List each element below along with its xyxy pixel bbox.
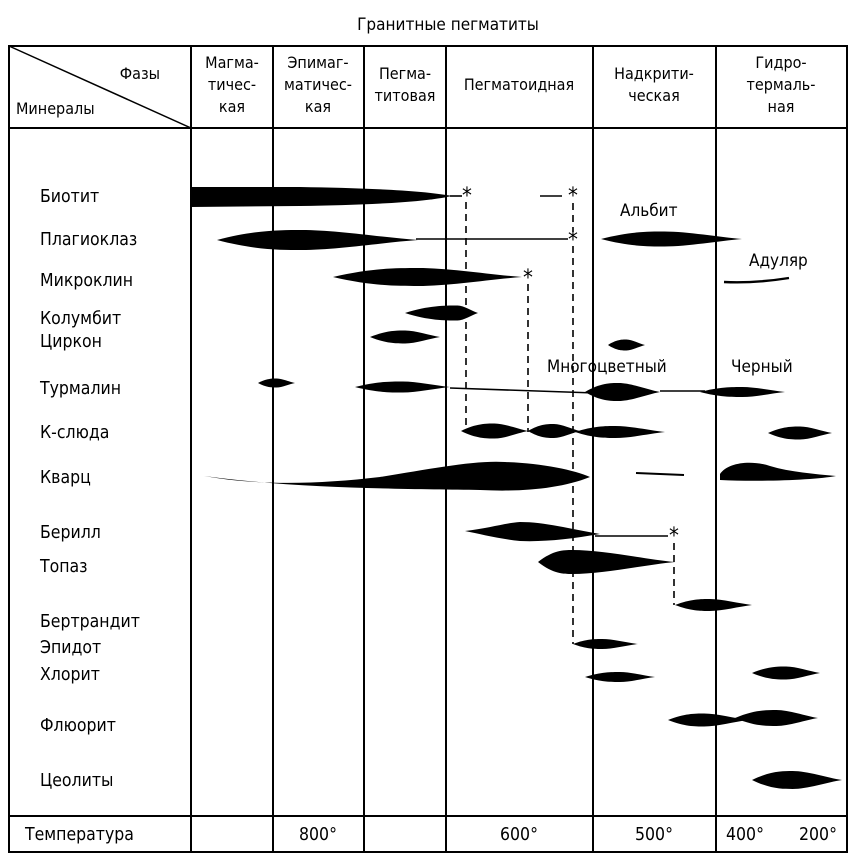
corner-minerals-label: Минералы bbox=[16, 99, 95, 118]
tourmaline-multicolor-lens bbox=[585, 383, 660, 401]
chlorite-late-lens bbox=[752, 666, 820, 680]
quartz-line bbox=[635, 472, 685, 476]
quartz-late-lens bbox=[720, 462, 836, 481]
fluorite-lens bbox=[735, 710, 818, 726]
mineral-name: Эпидот bbox=[40, 638, 101, 658]
mineral-name: Турмалин bbox=[39, 379, 121, 399]
phase-header-pegmatoid: Пегматоидная bbox=[464, 75, 574, 94]
mineral-name: Циркон bbox=[40, 332, 102, 352]
phase-header-pegmatite: Пегма- титовая bbox=[375, 64, 436, 105]
biotite-asterisk: * bbox=[568, 184, 578, 209]
mineral-occurrence-marks: * * * * * bbox=[191, 184, 842, 789]
mineral-name: Хлорит bbox=[40, 665, 100, 685]
phase-header-line: Надкрити- bbox=[614, 64, 694, 83]
adularia-line bbox=[723, 276, 790, 284]
mineral-name: Флюорит bbox=[40, 716, 116, 736]
phase-header-line: тичес- bbox=[208, 75, 256, 94]
k-mica-late-lens bbox=[768, 426, 832, 440]
phase-header-line: термаль- bbox=[747, 75, 816, 94]
mineral-name-column: Биотит Плагиоклаз Микроклин Колумбит Цир… bbox=[39, 187, 140, 791]
microcline-lens bbox=[333, 268, 522, 286]
phase-header-line: ная bbox=[768, 97, 795, 116]
fluorite-lens bbox=[668, 713, 748, 727]
albite-lens bbox=[601, 231, 742, 247]
temperature-tick: 400° bbox=[726, 825, 764, 845]
biotite-lens bbox=[191, 187, 452, 207]
mineral-name: Биотит bbox=[40, 187, 99, 207]
phase-header-line: матичес- bbox=[284, 75, 352, 94]
phase-header-magmatic: Магма- тичес- кая bbox=[205, 53, 259, 116]
biotite-asterisk: * bbox=[462, 184, 472, 209]
phase-header-line: ческая bbox=[628, 86, 679, 105]
phase-header-line: Магма- bbox=[205, 53, 259, 72]
chlorite-lens bbox=[585, 672, 655, 682]
beryl-lens bbox=[465, 522, 600, 542]
zeolites-lens bbox=[752, 771, 842, 789]
temperature-tick: 800° bbox=[299, 825, 337, 845]
corner-phases-label: Фазы bbox=[120, 64, 160, 83]
zircon-late-lens bbox=[608, 339, 645, 351]
corner-diagonal bbox=[8, 45, 192, 129]
tourmaline-line bbox=[449, 387, 596, 394]
table-frame bbox=[8, 45, 848, 853]
temperature-label: Температура bbox=[24, 825, 134, 845]
phase-header-line: Эпимаг- bbox=[287, 53, 348, 72]
mineral-name: Цеолиты bbox=[40, 771, 113, 791]
phase-header-supercritical: Надкрити- ческая bbox=[614, 64, 694, 105]
mineral-name: Берилл bbox=[40, 523, 101, 543]
tourmaline-black-lens bbox=[700, 387, 785, 397]
temperature-tick: 600° bbox=[500, 825, 538, 845]
zircon-lens bbox=[370, 330, 440, 344]
mineral-name: Бертрандит bbox=[40, 612, 140, 632]
phase-header-line: Гидро- bbox=[755, 53, 806, 72]
tourmaline-lens bbox=[258, 378, 295, 388]
mineral-name: Колумбит bbox=[40, 309, 121, 329]
variety-label-black: Черный bbox=[731, 357, 793, 377]
phase-header-line: кая bbox=[219, 97, 245, 116]
microcline-asterisk: * bbox=[523, 266, 533, 291]
epidote-lens bbox=[573, 639, 638, 649]
topaz-lens bbox=[538, 550, 675, 574]
phase-header-epimagmatic: Эпимаг- матичес- кая bbox=[284, 53, 352, 116]
variety-label-albite: Альбит bbox=[620, 201, 678, 221]
temperature-tick: 500° bbox=[635, 825, 673, 845]
quartz-lens bbox=[204, 461, 590, 491]
plagioclase-lens bbox=[217, 230, 418, 250]
mineral-name: Микроклин bbox=[40, 271, 133, 291]
mineral-name: К-слюда bbox=[40, 423, 109, 443]
variety-label-multicolor: Многоцветный bbox=[547, 357, 667, 377]
k-mica-lens bbox=[461, 423, 528, 439]
tourmaline-lens bbox=[355, 381, 450, 393]
mineral-name: Топаз bbox=[39, 557, 88, 577]
phase-header-hydrothermal: Гидро- термаль- ная bbox=[747, 53, 816, 116]
diagram-title: Гранитные пегматиты bbox=[357, 15, 539, 35]
mineral-name: Плагиоклаз bbox=[40, 230, 137, 250]
temperature-tick: 200° bbox=[799, 825, 837, 845]
beryl-asterisk: * bbox=[669, 524, 679, 549]
plagioclase-asterisk: * bbox=[568, 228, 578, 253]
variety-label-adularia: Адуляр bbox=[749, 251, 808, 271]
mineral-name: Кварц bbox=[40, 468, 91, 488]
phase-header-line: титовая bbox=[375, 86, 436, 105]
k-mica-lens bbox=[528, 424, 580, 438]
phase-header-line: кая bbox=[305, 97, 331, 116]
phase-header-line: Пегма- bbox=[379, 64, 431, 83]
phase-header-line: Пегматоидная bbox=[464, 75, 574, 94]
bertrandite-lens bbox=[675, 599, 752, 611]
k-mica-lens bbox=[575, 426, 665, 438]
columbite-lens bbox=[405, 305, 478, 321]
